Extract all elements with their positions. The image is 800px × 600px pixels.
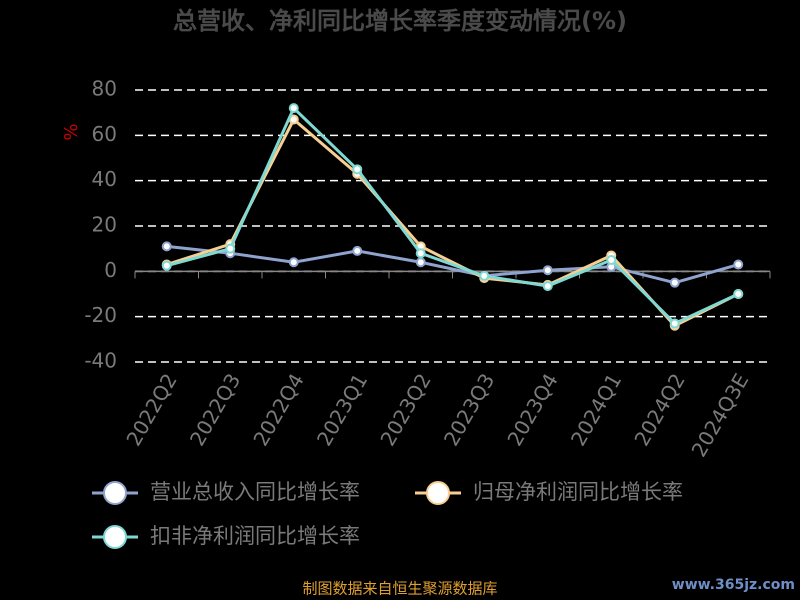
y-tick-label: 80 (92, 77, 117, 101)
point (733, 289, 744, 299)
y-tick-label: -20 (84, 303, 117, 327)
point (415, 248, 426, 259)
point (542, 281, 553, 292)
legend-label: 归母净利润同比增长率 (473, 480, 683, 504)
x-tick-label: 2024Q1 (566, 369, 626, 450)
y-axis-label: % (61, 123, 82, 140)
point (288, 103, 299, 114)
watermark: www.365jz.com (672, 577, 795, 593)
point (415, 257, 426, 268)
point (479, 270, 490, 281)
y-tick-label: -40 (84, 349, 117, 373)
point (352, 245, 363, 256)
legend-marker (426, 481, 450, 505)
chart-title: 总营收、净利同比增长率季度变动情况(%) (173, 7, 627, 35)
y-tick-label: 60 (92, 122, 117, 146)
x-tick-label: 2023Q1 (312, 369, 372, 450)
y-tick-label: 20 (92, 213, 117, 237)
x-tick-label: 2022Q2 (121, 369, 181, 450)
y-tick-label: 0 (104, 258, 117, 282)
series-line (166, 117, 739, 328)
x-tick-label: 2023Q2 (375, 369, 435, 450)
series-line (166, 244, 739, 285)
y-tick-label: 40 (92, 167, 117, 191)
legend-marker (103, 481, 127, 505)
point (669, 318, 680, 329)
x-tick-label: 2024Q2 (629, 369, 689, 450)
series-line (166, 105, 739, 326)
point (288, 257, 299, 268)
x-tick-label: 2024Q3E (687, 369, 754, 461)
point (225, 243, 236, 254)
point (352, 164, 363, 175)
legend-marker (103, 525, 127, 549)
x-tick-label: 2022Q4 (248, 369, 308, 450)
point (733, 259, 744, 270)
x-tick-label: 2023Q3 (439, 369, 499, 450)
legend-label: 营业总收入同比增长率 (150, 480, 360, 504)
point (542, 265, 553, 276)
x-tick-label: 2022Q3 (185, 369, 245, 450)
point (161, 241, 172, 252)
source-note: 制图数据来自恒生聚源数据库 (302, 580, 497, 598)
point (606, 255, 617, 265)
point (669, 277, 680, 288)
x-tick-label: 2023Q4 (502, 369, 562, 450)
legend-label: 扣非净利润同比增长率 (150, 524, 360, 548)
point (161, 260, 172, 271)
